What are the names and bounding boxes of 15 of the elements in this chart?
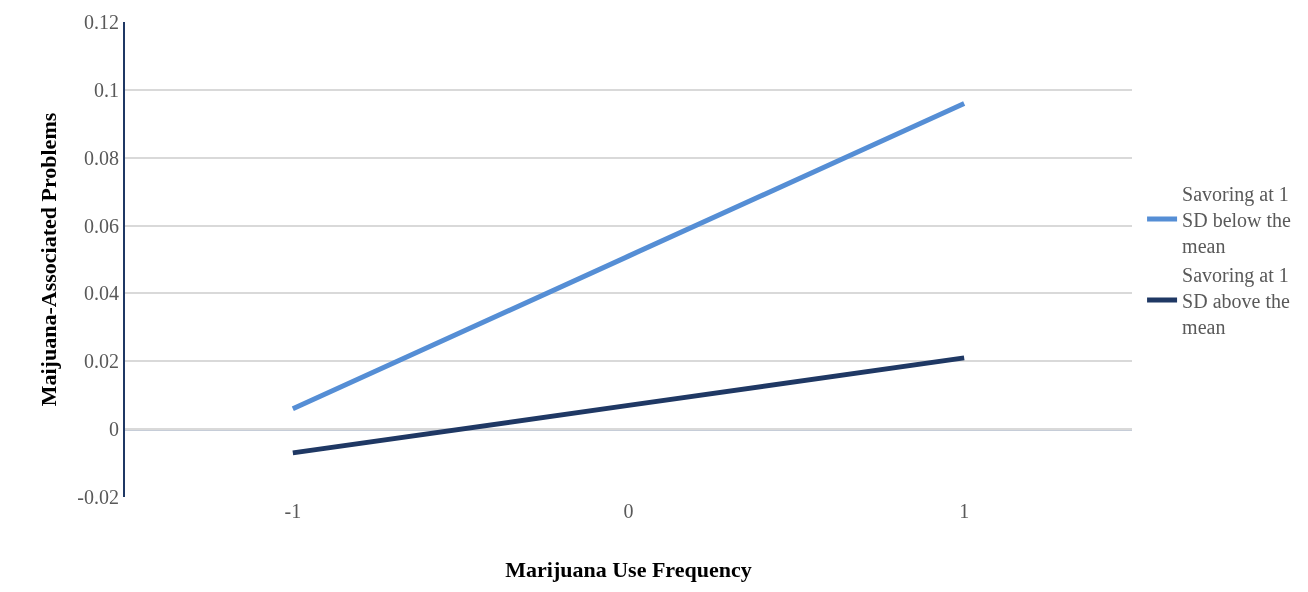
legend-label: Savoring at 1 SD above the mean (1182, 263, 1290, 338)
y-tick-label: 0.02 (84, 350, 119, 373)
x-tick-label: 0 (623, 500, 634, 522)
y-tick-label: 0.1 (94, 78, 119, 101)
y-tick-label: 0.06 (84, 214, 119, 237)
y-tick-label: 0.04 (84, 282, 119, 305)
x-tick-label: 1 (959, 500, 970, 522)
y-tick-label: 0 (109, 418, 119, 441)
y-axis-title: Maijuana-Associated Problems (35, 112, 61, 407)
x-axis-title: Marijuana Use Frequency (505, 556, 752, 582)
y-tick-label: -0.02 (77, 486, 119, 508)
y-tick-label: 0.08 (84, 146, 119, 169)
legend-label: Savoring at 1 SD below the mean (1182, 182, 1292, 257)
y-tick-label: 0.12 (84, 11, 119, 33)
x-tick-label: -1 (284, 500, 302, 522)
